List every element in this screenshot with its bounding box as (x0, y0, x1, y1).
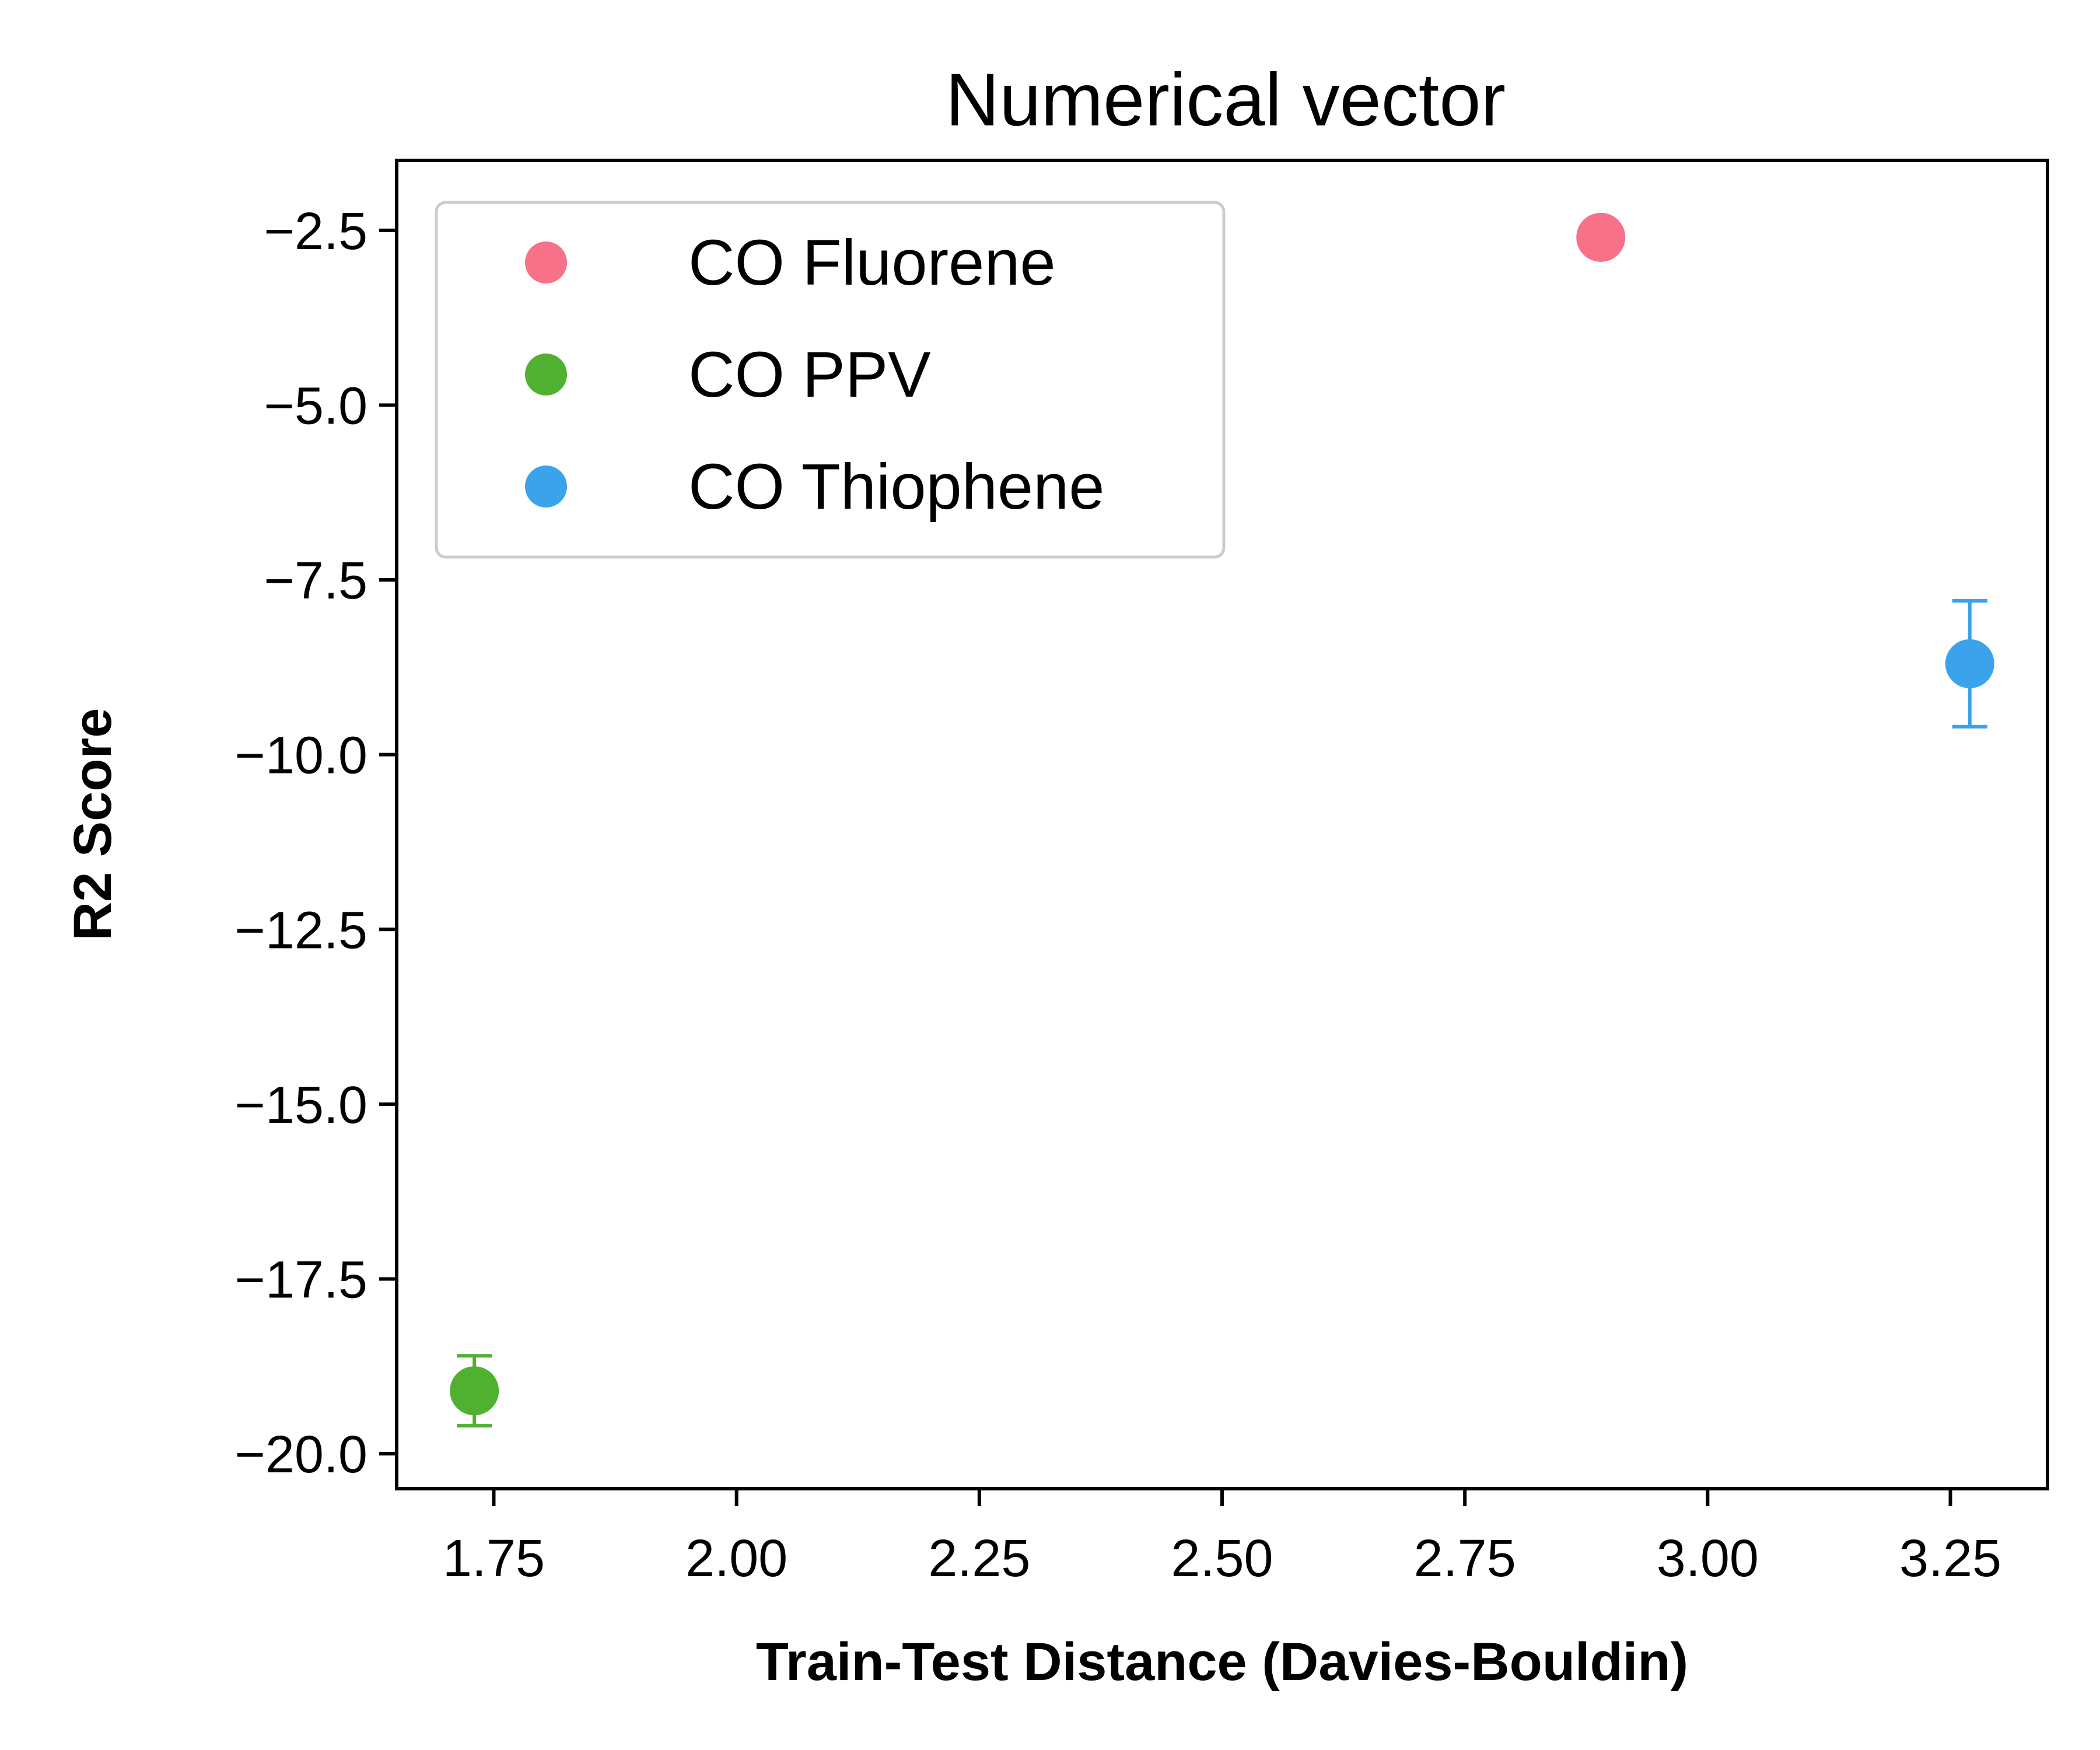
x-tick-label: 3.25 (1899, 1530, 2001, 1588)
data-points (450, 212, 1994, 1428)
x-tick-label: 2.00 (685, 1530, 788, 1588)
co-fluorene-point (1576, 212, 1626, 262)
x-tick-label: 1.75 (443, 1530, 545, 1588)
co-ppv-point (450, 1366, 499, 1416)
co-ppv-legend-label: CO PPV (688, 339, 931, 411)
legend: CO Fluorene CO PPV CO Thiophene (435, 201, 1226, 559)
x-tick-label: 2.50 (1171, 1530, 1273, 1588)
y-tick-label: −7.5 (264, 552, 368, 610)
co-thiophene-point (1945, 639, 1994, 688)
co-fluorene-legend-label: CO Fluorene (688, 227, 1056, 299)
co-thiophene-legend-marker (525, 466, 567, 508)
co-fluorene-legend-marker (525, 242, 567, 284)
y-tick-label: −5.0 (264, 377, 368, 435)
y-axis-title: R2 Score (63, 708, 123, 941)
y-tick-label: −12.5 (235, 901, 368, 960)
x-axis-ticks: 1.75 2.00 2.25 2.50 2.75 3.00 3.25 (443, 1489, 2001, 1588)
y-tick-label: −17.5 (235, 1251, 368, 1309)
y-tick-label: −15.0 (235, 1076, 368, 1135)
y-tick-label: −20.0 (235, 1426, 368, 1484)
y-tick-label: −2.5 (264, 202, 368, 261)
x-axis-title: Train-Test Distance (Davies-Bouldin) (756, 1632, 1688, 1692)
y-tick-label: −10.0 (235, 727, 368, 785)
y-axis-ticks: −2.5 −5.0 −7.5 −10.0 −12.5 −15.0 −17.5 −20.0 (235, 202, 397, 1484)
x-tick-label: 2.75 (1414, 1530, 1516, 1588)
legend-box (435, 201, 1226, 559)
co-thiophene-legend-label: CO Thiophene (688, 451, 1104, 523)
co-ppv-legend-marker (525, 354, 567, 396)
x-tick-label: 2.25 (928, 1530, 1030, 1588)
chart-title: Numerical vector (946, 58, 1506, 142)
x-tick-label: 3.00 (1657, 1530, 1759, 1588)
